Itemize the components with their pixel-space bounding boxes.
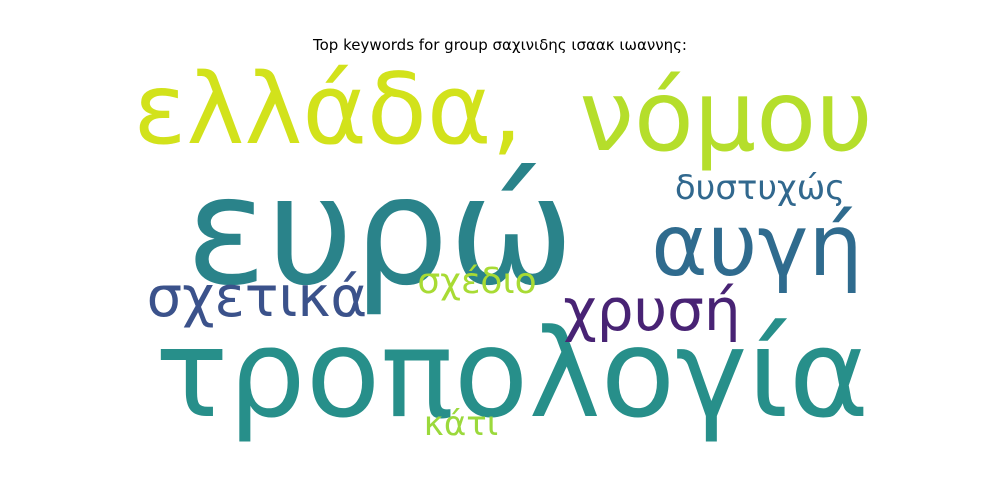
word-schetika: σχετικά	[146, 265, 368, 330]
word-euro: ευρώ	[185, 145, 575, 319]
word-dystychos: δυστυχώς	[674, 168, 846, 208]
word-ellada: ελλάδα,	[133, 53, 523, 167]
word-schedio: σχέδιο	[417, 261, 537, 302]
chart-title: Top keywords for group σαχινιδης ισαακ ι…	[313, 36, 687, 54]
word-avgi: αυγή	[651, 196, 863, 296]
word-kati: κάτι	[423, 404, 499, 444]
word-nomou: νόμου	[579, 60, 873, 174]
word-chrysi: χρυσή	[563, 276, 741, 344]
word-tropologia: τροπολογία	[154, 303, 870, 445]
